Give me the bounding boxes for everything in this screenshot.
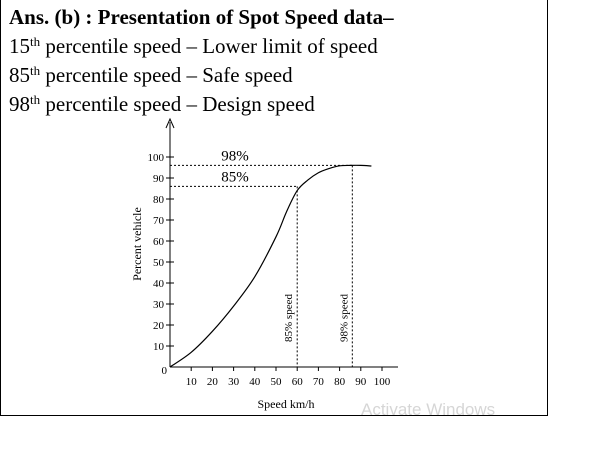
- x-tick-label: 90: [355, 376, 367, 388]
- answer-frame: [0, 0, 548, 416]
- percentile-description: percentile speed – Lower limit of speed: [40, 34, 378, 58]
- ordinal-suffix: th: [30, 34, 41, 49]
- y-tick-label: 60: [153, 236, 165, 248]
- y-axis-label: Percent vehicle: [130, 207, 144, 281]
- y-axis-arrow-icon: [165, 117, 175, 129]
- percentile-description: percentile speed – Design speed: [40, 92, 315, 116]
- x-tick-label: 10: [186, 376, 198, 388]
- percentile-number: 85: [9, 63, 30, 87]
- percentile-line-85: 85th percentile speed – Safe speed: [9, 62, 293, 88]
- y-tick-label: 70: [153, 215, 165, 227]
- y-tick-label: 20: [153, 320, 165, 332]
- answer-heading: Ans. (b) : Presentation of Spot Speed da…: [9, 5, 394, 29]
- x-axis-label: Speed km/h: [258, 397, 315, 411]
- activate-windows-watermark: Activate Windows: [361, 400, 496, 419]
- percentile-number: 98: [9, 92, 30, 116]
- percentile-label: 85%: [221, 169, 249, 185]
- y-tick-label: 100: [148, 152, 165, 164]
- x-tick-label: 50: [271, 376, 283, 388]
- percentile-line-98: 98th percentile speed – Design speed: [9, 91, 315, 117]
- y-tick-label: 30: [153, 299, 165, 311]
- ordinal-suffix: th: [30, 63, 41, 78]
- percentile-label: 98%: [221, 148, 249, 164]
- y-tick-label: 90: [153, 173, 165, 185]
- x-tick-label: 70: [313, 376, 325, 388]
- speed-guide-label: 98% speed: [338, 294, 350, 342]
- y-tick-label: 50: [153, 257, 165, 269]
- y-tick-label: 80: [153, 194, 165, 206]
- x-tick-label: 60: [292, 376, 304, 388]
- y-tick-label: 10: [153, 341, 165, 353]
- x-tick-label: 100: [374, 376, 391, 388]
- x-tick-label: 30: [228, 376, 240, 388]
- x-tick-label: 40: [249, 376, 261, 388]
- y-tick-label: 40: [153, 278, 165, 290]
- origin-label: 0: [162, 365, 168, 377]
- x-tick-label: 80: [334, 376, 346, 388]
- percentile-description: percentile speed – Safe speed: [40, 63, 293, 87]
- percentile-number: 15: [9, 34, 30, 58]
- x-tick-label: 20: [207, 376, 219, 388]
- speed-guide-label: 85% speed: [283, 294, 295, 342]
- percentile-line-15: 15th percentile speed – Lower limit of s…: [9, 33, 378, 59]
- ordinal-suffix: th: [30, 92, 41, 107]
